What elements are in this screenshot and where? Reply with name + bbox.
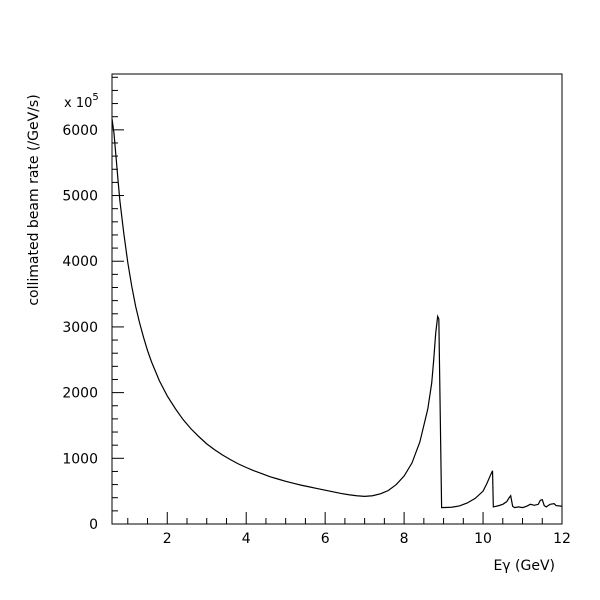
y-tick-label: 5000 <box>62 189 98 205</box>
y-tick-label: 1000 <box>62 451 98 467</box>
x-tick-label: 2 <box>163 531 172 547</box>
y-tick-label: 0 <box>89 517 98 533</box>
x-tick-label: 10 <box>474 531 492 547</box>
x-tick-label: 4 <box>242 531 251 547</box>
y-tick-label: 2000 <box>62 386 98 402</box>
beam-rate-series-line <box>111 118 563 509</box>
y-tick-label: 4000 <box>62 254 98 270</box>
x-tick-label: 6 <box>321 531 330 547</box>
y-multiplier-exponent: 5 <box>92 92 98 103</box>
labels-layer: 2 4 6 8 10 12 0 1000 2000 3000 4000 5000 6000 <box>62 123 571 547</box>
y-axis-title: collimated beam rate (/GeV/s) <box>26 94 42 305</box>
y-tick-label: 3000 <box>62 320 98 336</box>
y-axis-multiplier: x 105 <box>64 92 99 111</box>
x-axis-title: Eγ (GeV) <box>493 558 555 574</box>
y-multiplier-base: x 10 <box>64 96 92 111</box>
x-tick-label: 12 <box>553 531 571 547</box>
x-tick-label: 8 <box>400 531 409 547</box>
plot-frame <box>111 73 563 525</box>
y-tick-label: 6000 <box>62 123 98 139</box>
